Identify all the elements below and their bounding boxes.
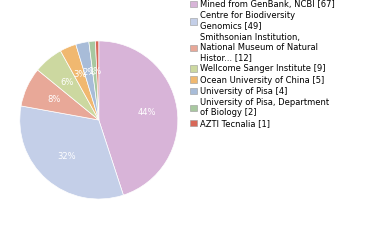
Legend: Mined from GenBank, NCBI [67], Centre for Biodiversity
Genomics [49], Smithsonia: Mined from GenBank, NCBI [67], Centre fo… (190, 0, 335, 128)
Wedge shape (38, 51, 99, 120)
Text: 32%: 32% (57, 152, 76, 162)
Wedge shape (76, 42, 99, 120)
Wedge shape (89, 41, 99, 120)
Text: 1%: 1% (88, 67, 101, 76)
Text: 6%: 6% (61, 78, 74, 87)
Wedge shape (60, 44, 99, 120)
Text: 3%: 3% (73, 70, 86, 79)
Wedge shape (21, 70, 99, 120)
Text: 44%: 44% (138, 108, 157, 117)
Wedge shape (99, 41, 178, 195)
Wedge shape (95, 41, 99, 120)
Text: 8%: 8% (48, 95, 61, 104)
Wedge shape (20, 106, 124, 199)
Text: 2%: 2% (82, 68, 95, 77)
